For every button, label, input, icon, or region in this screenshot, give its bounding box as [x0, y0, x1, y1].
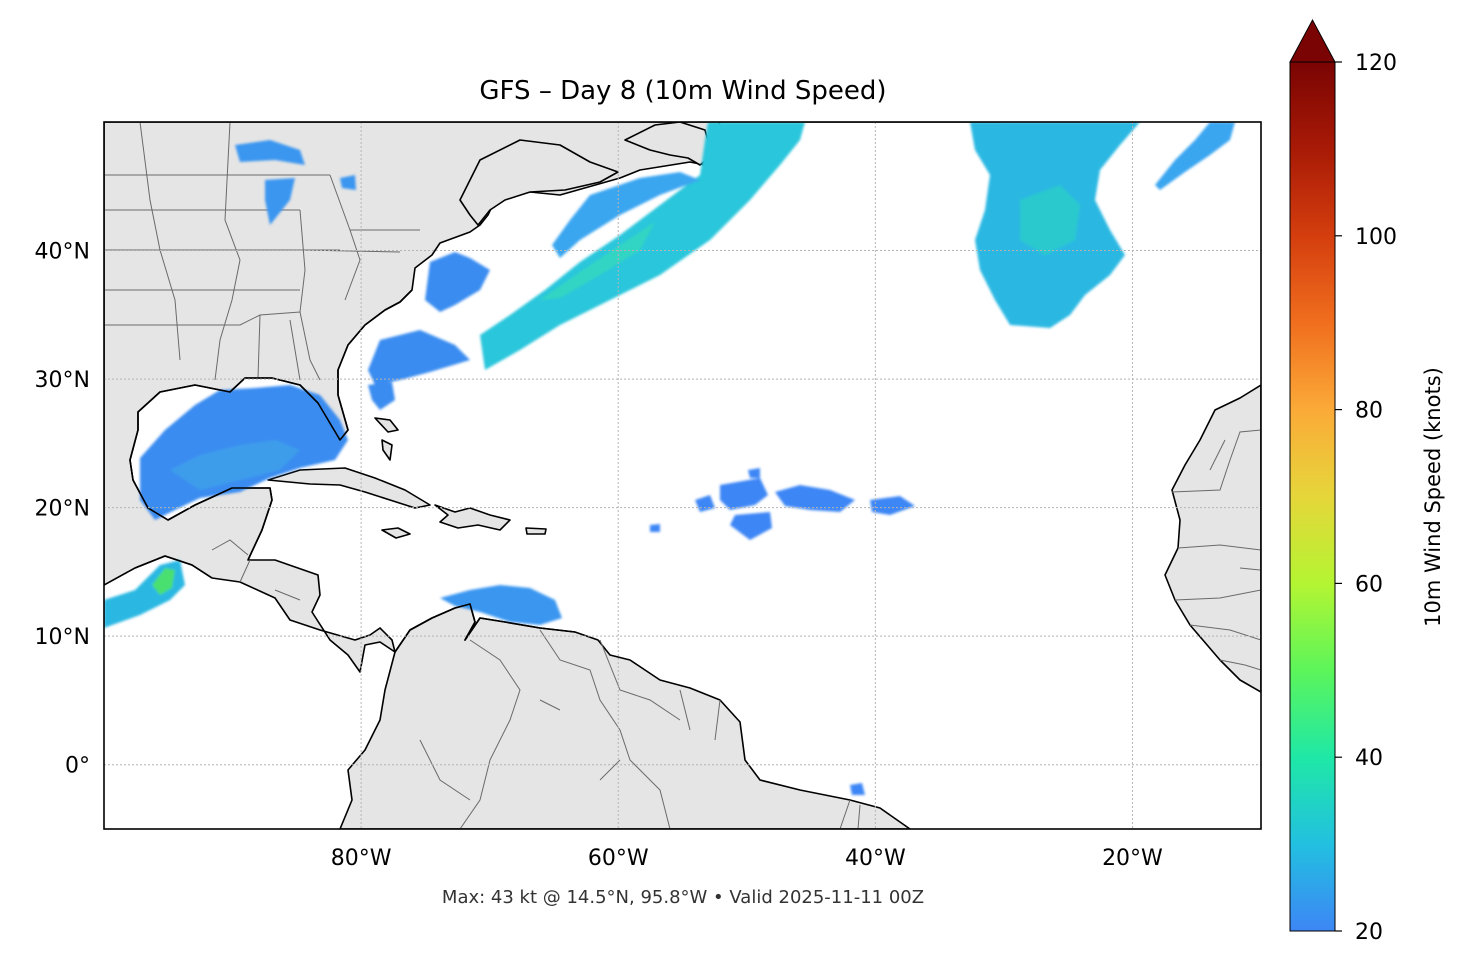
colorbar-tick-label: 20 — [1355, 920, 1383, 945]
coastlines — [129, 289, 576, 653]
longitude-tick-labels: 80°W 60°W 40°W 20°W — [331, 846, 1163, 871]
map-body — [104, 122, 1261, 829]
colorbar: 20 40 60 80 100 120 10m Wind Speed (knots) — [1289, 18, 1445, 945]
land-puerto-rico — [525, 527, 547, 535]
lon-tick-label: 20°W — [1102, 846, 1163, 871]
wind-tropical-atlantic-2 — [650, 468, 915, 795]
lat-tick-label: 40°N — [35, 240, 90, 265]
colorbar-tick-label: 100 — [1355, 225, 1397, 250]
land-hispaniola — [434, 504, 511, 531]
map-frame — [103, 121, 1262, 830]
colorbar-tick-label: 40 — [1355, 746, 1383, 771]
land-canada-maritimes — [459, 139, 619, 226]
land-cuba — [267, 467, 431, 509]
colorbar-tick-label: 60 — [1355, 572, 1383, 597]
latitude-tick-labels: 40°N 30°N 20°N 10°N 0° — [35, 240, 90, 779]
wind-tropical-atlantic-1 — [695, 478, 772, 540]
colorbar-tick-label: 80 — [1355, 399, 1383, 424]
wind-us-east-coast — [368, 252, 490, 410]
lat-tick-label: 10°N — [35, 625, 90, 650]
wind-caribbean — [440, 585, 562, 625]
colorbar-bar — [1289, 61, 1336, 932]
colorbar-ticks: 20 40 60 80 100 120 — [1335, 51, 1397, 945]
wind-northeast-atlantic — [1155, 122, 1235, 190]
lon-tick-label: 40°W — [845, 846, 906, 871]
wind-speed-field — [104, 122, 1235, 795]
lat-tick-label: 30°N — [35, 368, 90, 393]
wind-atlantic-band — [480, 122, 805, 370]
colorbar-tick-label: 120 — [1355, 51, 1397, 76]
lat-tick-label: 20°N — [35, 497, 90, 522]
chart-title: GFS – Day 8 (10m Wind Speed) — [479, 76, 886, 106]
wind-central-core — [1020, 185, 1080, 255]
map-gridlines — [104, 122, 1261, 829]
wind-gulf-core — [170, 440, 300, 490]
wind-great-lakes — [235, 140, 356, 225]
lat-tick-label: 0° — [65, 754, 90, 779]
colorbar-label: 10m Wind Speed (knots) — [1421, 367, 1445, 627]
land-jamaica — [381, 527, 411, 539]
wind-newfoundland-south — [552, 172, 700, 258]
wind-tehuantepec-max — [152, 568, 175, 595]
map-caption: Max: 43 kt @ 14.5°N, 95.8°W • Valid 2025… — [442, 887, 924, 908]
land-bahamas — [374, 417, 399, 461]
colorbar-extend-arrow — [1289, 18, 1336, 63]
lon-tick-label: 80°W — [331, 846, 392, 871]
wind-band-core — [540, 222, 655, 300]
political-borders — [104, 122, 1261, 829]
land-masses — [104, 122, 1261, 829]
lon-tick-label: 60°W — [588, 846, 649, 871]
